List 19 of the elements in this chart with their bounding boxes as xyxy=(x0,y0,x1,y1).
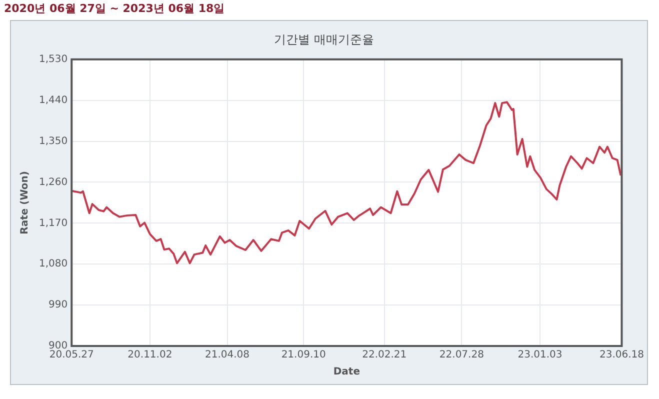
x-tick-label: 22.07.28 xyxy=(439,350,484,361)
x-tick-label: 21.09.10 xyxy=(281,350,326,361)
y-tick-label: 1,260 xyxy=(38,176,68,188)
y-tick-label: 1,080 xyxy=(38,258,68,270)
x-tick-label: 22.02.21 xyxy=(362,350,407,361)
x-tick-label: 23.01.03 xyxy=(518,350,562,361)
y-tick-label: 1,530 xyxy=(38,54,68,65)
chart-title: 기간별 매매기준율 xyxy=(274,32,374,46)
x-tick-label: 20.05.27 xyxy=(49,350,94,361)
x-tick-label: 23.06.18 xyxy=(599,350,644,361)
x-axis-title: Date xyxy=(333,366,360,378)
y-axis-title: Rate (Won) xyxy=(20,171,31,234)
chart-subtitle: 2020년 06월 27일 ~ 2023년 06월 18일 xyxy=(4,1,225,16)
y-tick-label: 1,170 xyxy=(38,218,68,229)
y-tick-label: 1,440 xyxy=(38,94,68,106)
y-tick-label: 1,350 xyxy=(38,136,68,147)
x-tick-label: 20.11.02 xyxy=(128,350,172,361)
x-tick-label: 21.04.08 xyxy=(204,350,250,361)
y-tick-label: 990 xyxy=(48,300,68,311)
